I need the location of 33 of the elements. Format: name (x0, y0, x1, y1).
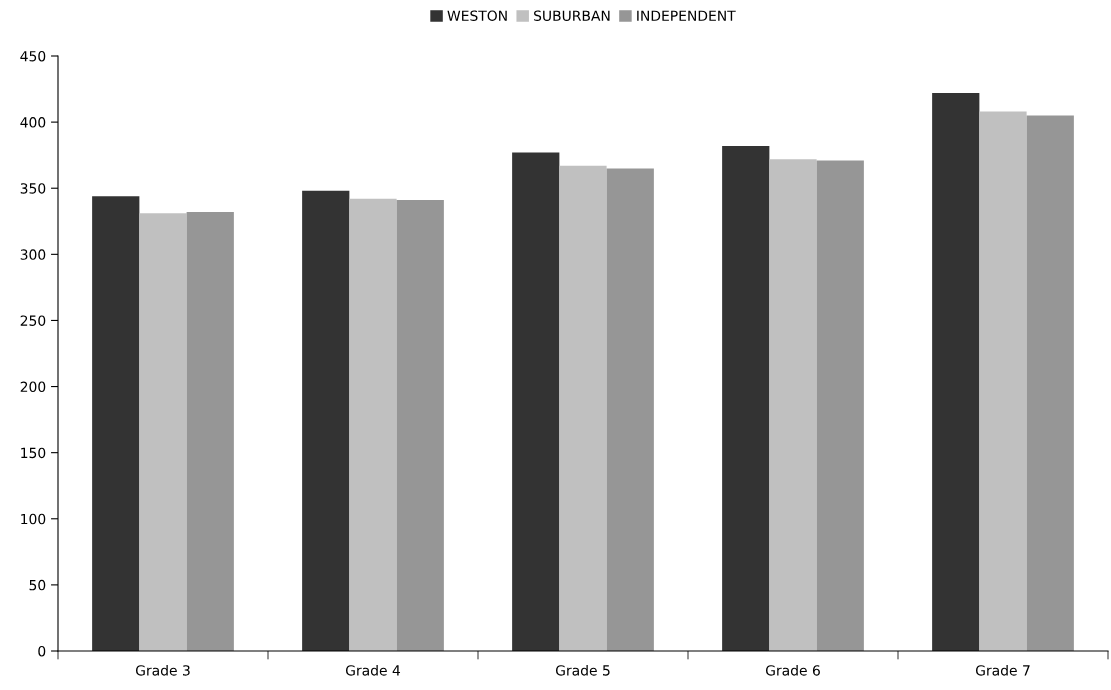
bar (606, 168, 654, 651)
bar (769, 159, 817, 651)
x-tick-label: Grade 4 (345, 664, 401, 676)
bar (979, 111, 1027, 651)
x-tick-label: Grade 3 (135, 664, 190, 676)
bar (559, 165, 607, 651)
y-tick-label: 450 (20, 50, 46, 62)
y-tick-label: 50 (29, 579, 46, 591)
legend-label: WESTON (447, 10, 507, 21)
bar (92, 196, 140, 651)
y-tick-label: 250 (20, 315, 46, 326)
y-tick-label: 300 (20, 249, 46, 260)
bar (186, 212, 234, 651)
bar (396, 200, 444, 651)
y-tick-label: 400 (20, 117, 46, 128)
bar (302, 190, 350, 651)
bar (1026, 115, 1074, 651)
bar (932, 93, 980, 651)
legend-label: SUBURBAN (534, 10, 610, 21)
bar (816, 160, 864, 651)
x-tick-label: Grade 7 (975, 664, 1030, 676)
y-tick-label: 150 (21, 447, 46, 459)
y-tick-label: 100 (21, 513, 46, 525)
y-tick-label: 350 (20, 183, 46, 194)
y-tick-label: 0 (38, 645, 46, 657)
bar (512, 152, 560, 651)
x-tick-label: Grade 6 (765, 664, 820, 676)
y-tick-label: 200 (20, 381, 46, 393)
bar (139, 213, 187, 651)
legend-label: INDEPENDENT (637, 10, 736, 21)
bar (349, 198, 397, 651)
bar (722, 145, 770, 651)
x-tick-label: Grade 5 (555, 664, 610, 676)
